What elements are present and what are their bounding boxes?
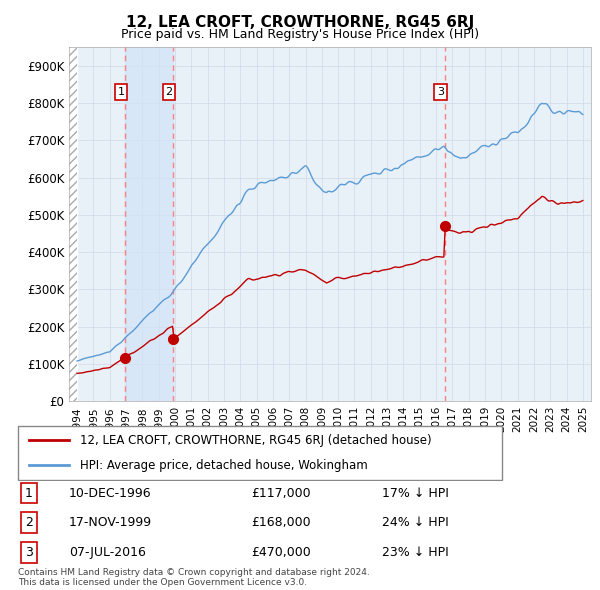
Bar [125,47,173,401]
Text: 17% ↓ HPI: 17% ↓ HPI [383,487,449,500]
Text: 23% ↓ HPI: 23% ↓ HPI [383,546,449,559]
Text: 1: 1 [25,487,33,500]
Text: £168,000: £168,000 [251,516,311,529]
Text: £117,000: £117,000 [251,487,311,500]
Text: 17-NOV-1999: 17-NOV-1999 [69,516,152,529]
Text: £470,000: £470,000 [251,546,311,559]
Text: 12, LEA CROFT, CROWTHORNE, RG45 6RJ (detached house): 12, LEA CROFT, CROWTHORNE, RG45 6RJ (det… [80,434,432,447]
Text: Price paid vs. HM Land Registry's House Price Index (HPI): Price paid vs. HM Land Registry's House … [121,28,479,41]
Text: 10-DEC-1996: 10-DEC-1996 [69,487,152,500]
Bar [69,47,77,401]
Text: 3: 3 [25,546,33,559]
Text: 2: 2 [166,87,173,97]
Text: HPI: Average price, detached house, Wokingham: HPI: Average price, detached house, Woki… [80,458,368,471]
Text: 07-JUL-2016: 07-JUL-2016 [69,546,146,559]
Text: 1: 1 [118,87,125,97]
Text: Contains HM Land Registry data © Crown copyright and database right 2024.
This d: Contains HM Land Registry data © Crown c… [18,568,370,587]
Text: 3: 3 [437,87,444,97]
FancyBboxPatch shape [18,426,502,480]
Text: 24% ↓ HPI: 24% ↓ HPI [383,516,449,529]
Bar [69,47,77,401]
Text: 2: 2 [25,516,33,529]
Text: 12, LEA CROFT, CROWTHORNE, RG45 6RJ: 12, LEA CROFT, CROWTHORNE, RG45 6RJ [126,15,474,30]
